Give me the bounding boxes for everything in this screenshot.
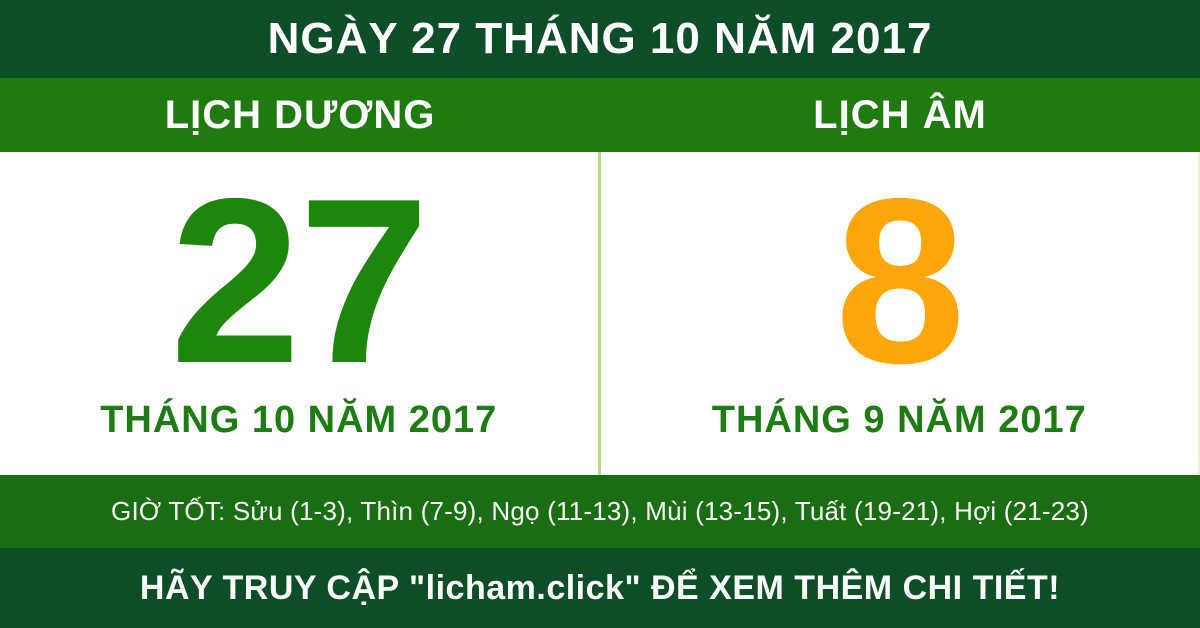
- lunar-month-year: THÁNG 9 NĂM 2017: [711, 398, 1087, 441]
- solar-calendar-label: LỊCH DƯƠNG: [164, 92, 436, 137]
- calendar-body: 27 THÁNG 10 NĂM 2017 8 THÁNG 9 NĂM 2017: [0, 152, 1200, 475]
- lunar-calendar-header: LỊCH ÂM: [600, 78, 1200, 152]
- column-divider: [597, 152, 601, 475]
- good-hours-bar: GIỜ TỐT: Sửu (1-3), Thìn (7-9), Ngọ (11-…: [0, 475, 1200, 548]
- lunar-panel: 8 THÁNG 9 NĂM 2017: [601, 152, 1199, 475]
- solar-panel: 27 THÁNG 10 NĂM 2017: [0, 152, 598, 475]
- solar-day-number: 27: [170, 149, 429, 413]
- page-title: NGÀY 27 THÁNG 10 NĂM 2017: [267, 14, 933, 63]
- lunar-calendar-label: LỊCH ÂM: [813, 92, 987, 137]
- calendar-type-band: LỊCH DƯƠNG LỊCH ÂM: [0, 78, 1200, 152]
- good-hours-text: GIỜ TỐT: Sửu (1-3), Thìn (7-9), Ngọ (11-…: [111, 496, 1089, 526]
- solar-month-year: THÁNG 10 NĂM 2017: [100, 398, 498, 441]
- solar-calendar-header: LỊCH DƯƠNG: [0, 78, 600, 152]
- lunar-day-number: 8: [834, 149, 966, 413]
- date-title-bar: NGÀY 27 THÁNG 10 NĂM 2017: [0, 0, 1200, 78]
- footer-cta-text: HÃY TRUY CẬP "licham.click" ĐỂ XEM THÊM …: [139, 568, 1061, 607]
- footer-cta-bar: HÃY TRUY CẬP "licham.click" ĐỂ XEM THÊM …: [0, 548, 1200, 628]
